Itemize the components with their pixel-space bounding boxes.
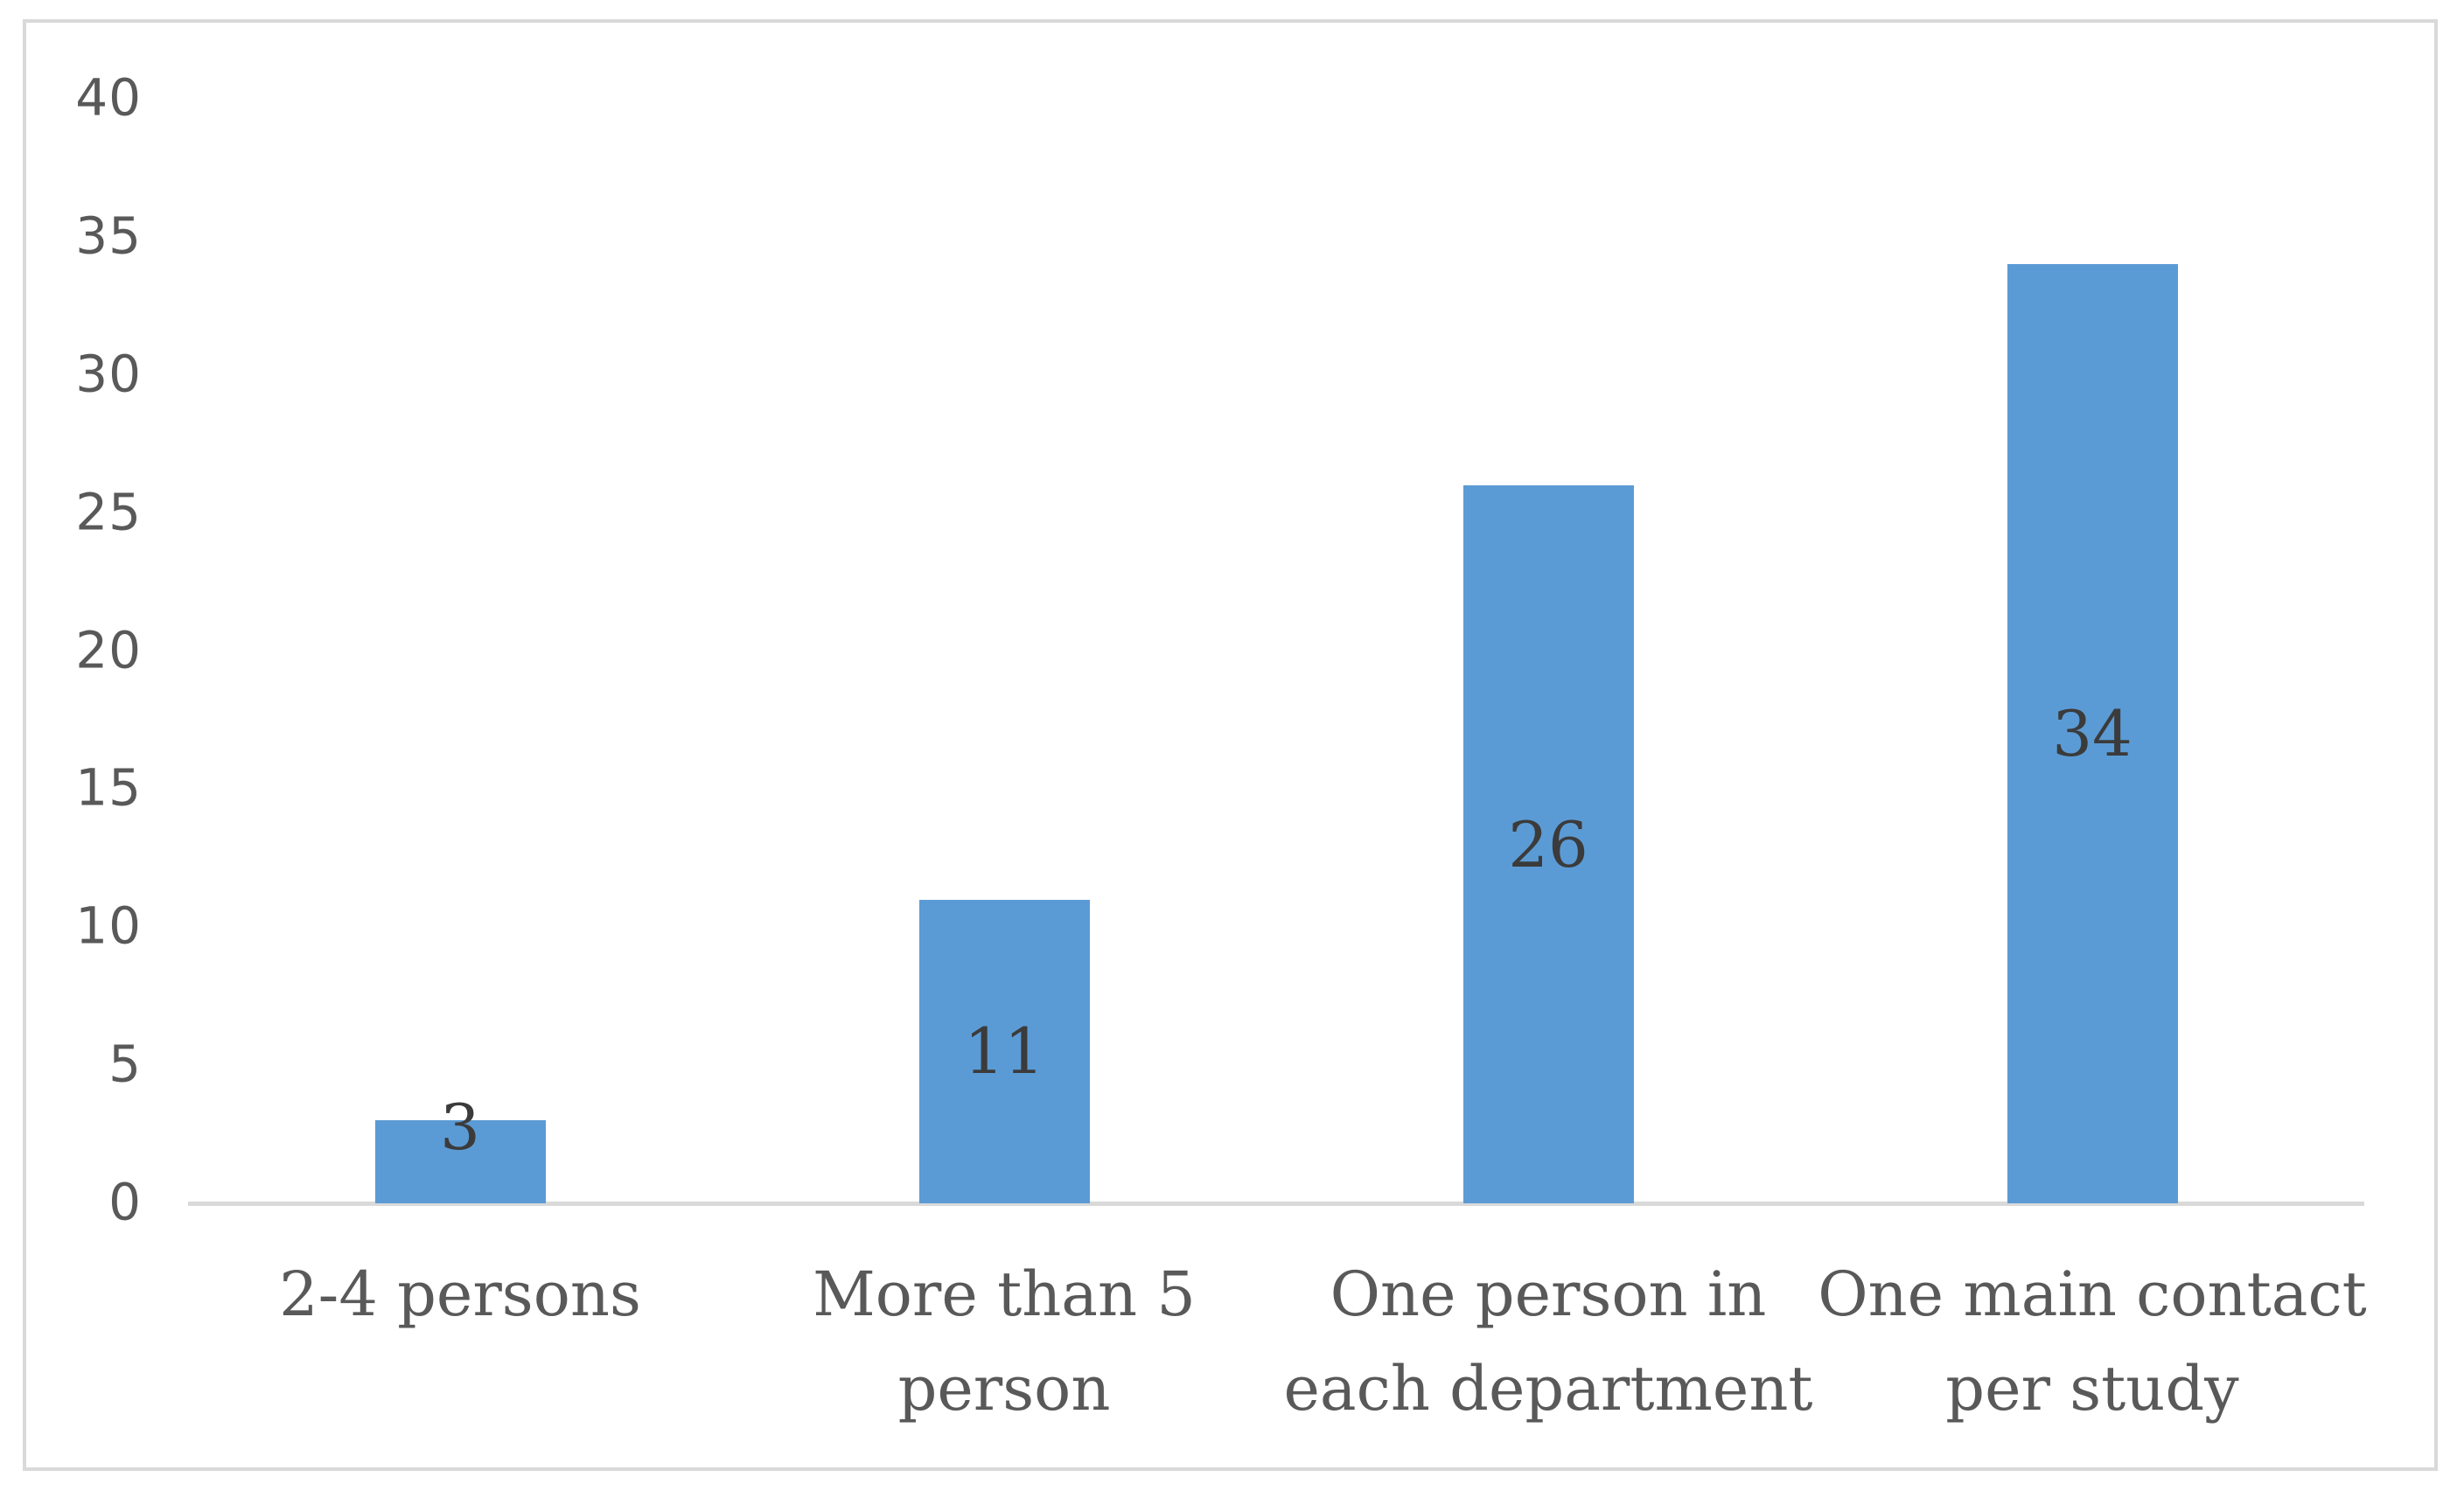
- category-label: One main contact per study: [1804, 1247, 2381, 1436]
- x-axis-labels: 2-4 persons More than 5 person One person i…: [26, 23, 2434, 1467]
- category-label-line: One main contact: [1818, 1258, 2367, 1330]
- y-tick-label: 40: [75, 67, 142, 128]
- y-tick-label: 20: [75, 620, 142, 680]
- y-tick-label: 35: [75, 206, 142, 266]
- category-label-line: More than 5: [813, 1258, 1196, 1330]
- bar: 3: [374, 1090, 546, 1203]
- bar: 26: [1462, 485, 1634, 1203]
- category-label-line: each department: [1283, 1353, 1813, 1425]
- bar-value-label: 3: [440, 1090, 480, 1165]
- category-label-line: 2-4 persons: [279, 1258, 641, 1330]
- category-label-line: person: [897, 1353, 1111, 1425]
- bar: 34: [2007, 264, 2178, 1203]
- plot-area: 3 11 26 34: [26, 23, 2434, 1467]
- category-label: 2-4 persons: [171, 1247, 749, 1341]
- y-tick-label: 0: [108, 1172, 142, 1232]
- y-tick-label: 30: [75, 344, 142, 404]
- y-tick-label: 5: [108, 1034, 142, 1094]
- bar-value-label: 11: [964, 1014, 1044, 1089]
- chart-frame: 0 5 10 15 20 25 30 35 40 3 11 26 34 2-4 persons More…: [23, 19, 2438, 1471]
- y-tick-label: 10: [75, 895, 142, 956]
- y-axis: 0 5 10 15 20 25 30 35 40: [26, 23, 2434, 1467]
- bar-value-label: 34: [2052, 697, 2132, 771]
- y-tick-label: 15: [75, 758, 142, 819]
- category-label: More than 5 person: [715, 1247, 1293, 1436]
- category-label-line: per study: [1945, 1353, 2239, 1425]
- x-axis-line: [188, 1202, 2364, 1206]
- bar-value-label: 26: [1508, 807, 1588, 881]
- bar: 11: [918, 899, 1090, 1203]
- category-label-line: One person in: [1330, 1258, 1767, 1330]
- y-tick-label: 25: [75, 482, 142, 542]
- category-label: One person in each department: [1260, 1247, 1837, 1436]
